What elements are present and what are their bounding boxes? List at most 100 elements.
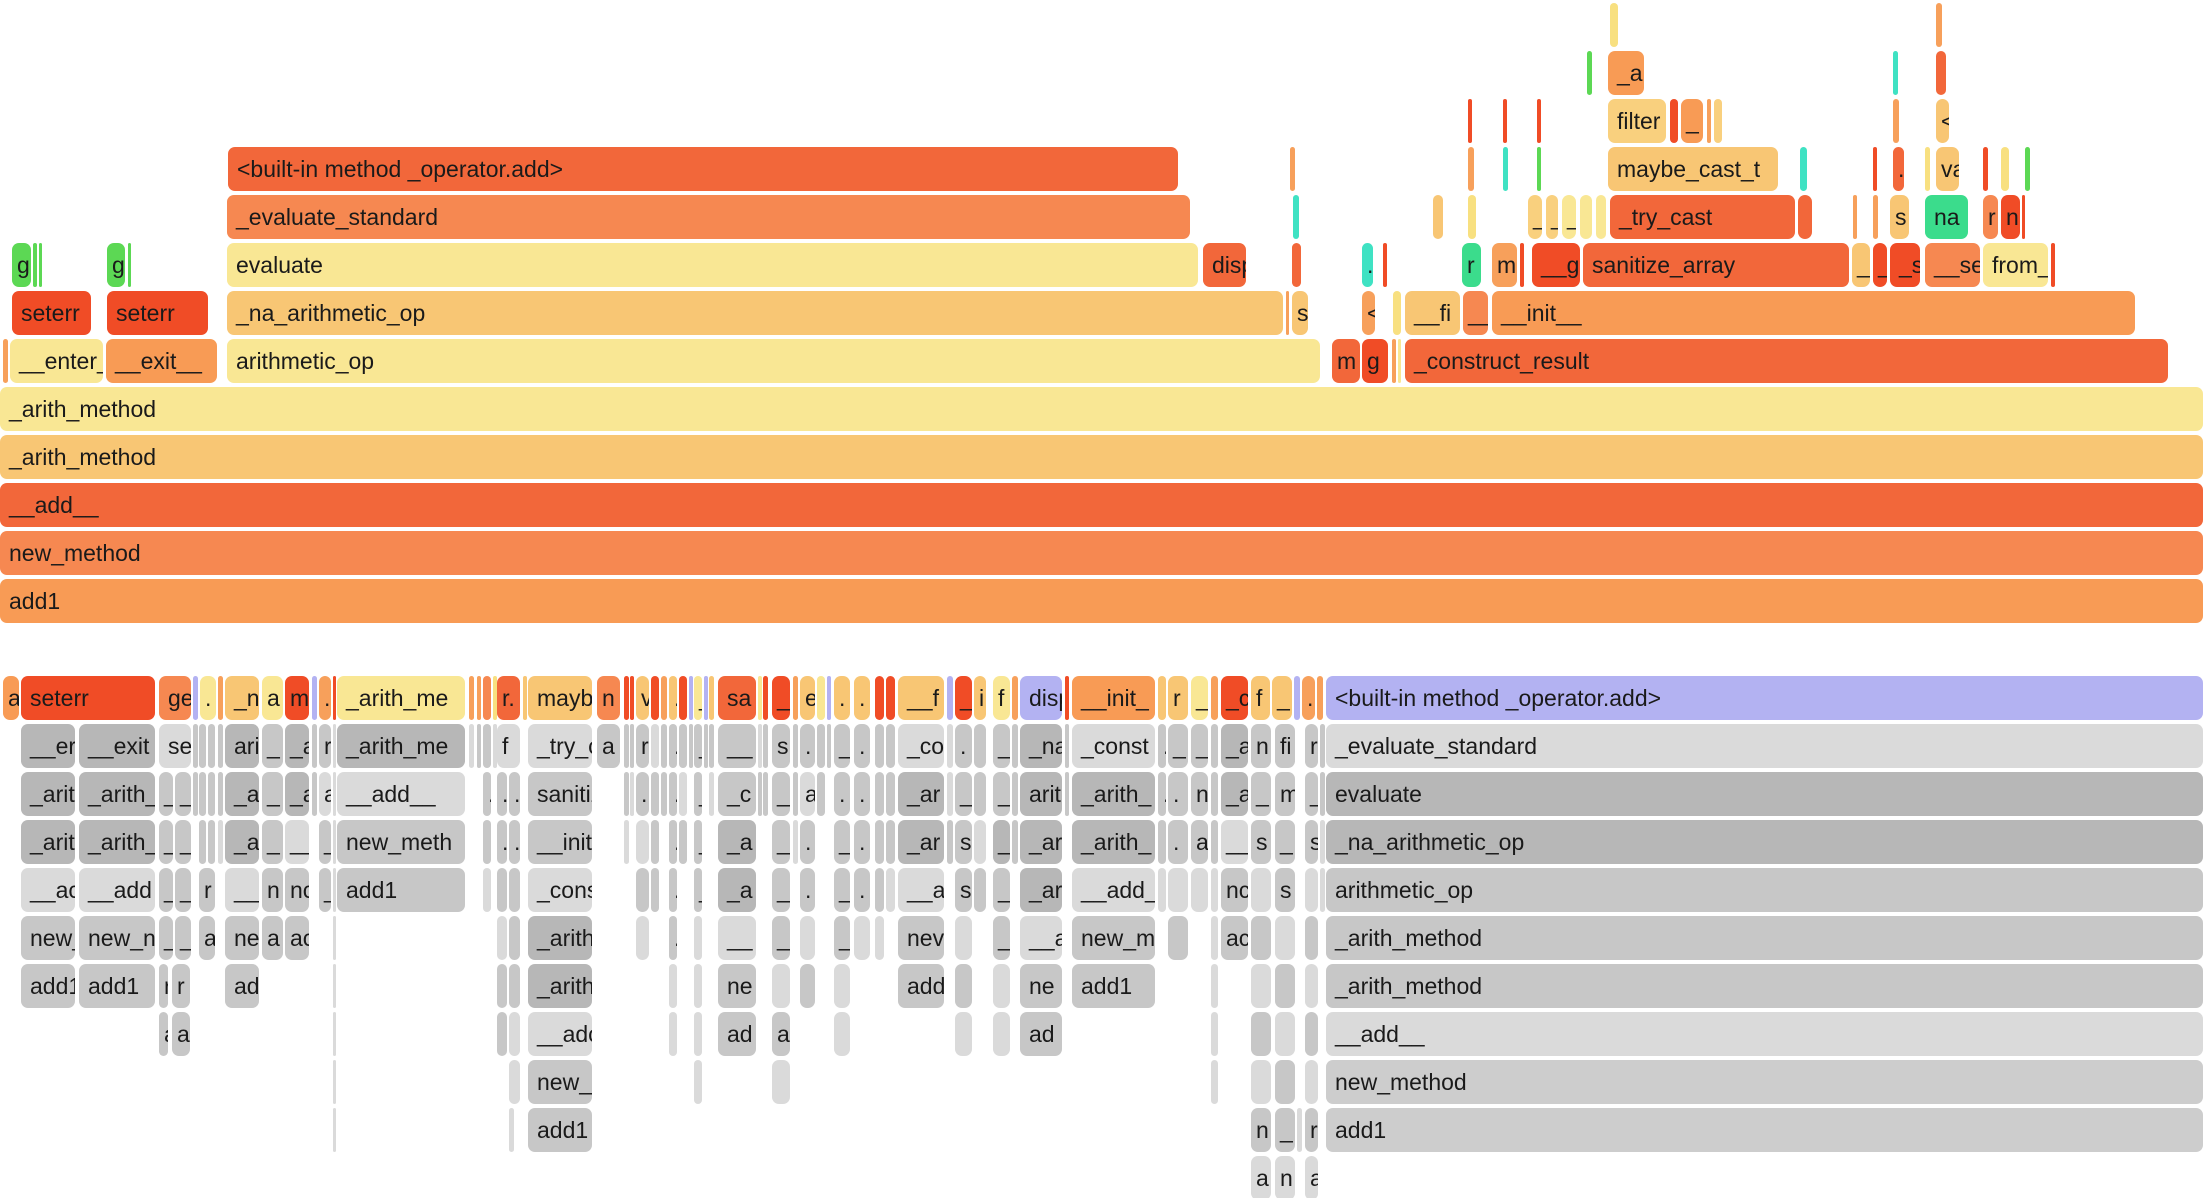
frame[interactable] xyxy=(1158,868,1166,912)
frame[interactable] xyxy=(651,724,659,768)
frame[interactable] xyxy=(1610,3,1618,47)
frame[interactable] xyxy=(689,676,693,720)
frame[interactable]: r xyxy=(636,724,649,768)
frame[interactable] xyxy=(497,868,507,912)
frame[interactable]: add xyxy=(898,964,944,1008)
frame[interactable]: _ xyxy=(1168,724,1188,768)
frame[interactable] xyxy=(1275,964,1295,1008)
frame[interactable]: fi xyxy=(1275,724,1295,768)
frame[interactable]: add1 xyxy=(337,868,465,912)
frame[interactable] xyxy=(875,772,884,816)
frame[interactable]: _ xyxy=(993,820,1010,864)
frame[interactable]: . xyxy=(509,820,520,864)
frame[interactable]: _arith_me xyxy=(337,724,465,768)
frame[interactable] xyxy=(1211,676,1218,720)
frame[interactable] xyxy=(2001,147,2009,191)
frame[interactable] xyxy=(661,676,667,720)
frame[interactable] xyxy=(509,916,520,960)
frame[interactable] xyxy=(1290,147,1295,191)
frame[interactable] xyxy=(1305,964,1318,1008)
frame[interactable] xyxy=(1297,1108,1302,1152)
frame[interactable] xyxy=(493,676,497,720)
frame[interactable]: _a xyxy=(718,820,756,864)
frame[interactable]: n xyxy=(1251,724,1271,768)
frame[interactable]: . xyxy=(800,868,815,912)
frame[interactable] xyxy=(1305,868,1318,912)
frame[interactable] xyxy=(875,868,884,912)
frame[interactable] xyxy=(1936,51,1946,95)
frame[interactable] xyxy=(651,676,659,720)
frame[interactable] xyxy=(1251,1012,1271,1056)
frame[interactable] xyxy=(1503,147,1508,191)
frame[interactable]: evaluate xyxy=(227,243,1198,287)
frame[interactable]: new_method xyxy=(1326,1060,2203,1104)
frame[interactable]: _a xyxy=(718,868,756,912)
frame[interactable] xyxy=(1294,676,1300,720)
frame[interactable] xyxy=(333,1108,336,1152)
frame[interactable]: a xyxy=(1305,1156,1318,1198)
frame[interactable]: a xyxy=(262,676,283,720)
frame[interactable]: . xyxy=(319,676,331,720)
frame[interactable]: . xyxy=(669,868,677,912)
frame[interactable]: a xyxy=(172,1012,190,1056)
frame[interactable] xyxy=(193,772,198,816)
frame[interactable] xyxy=(955,964,972,1008)
frame[interactable] xyxy=(1251,964,1271,1008)
frame[interactable] xyxy=(509,868,520,912)
frame[interactable]: _ xyxy=(694,820,702,864)
frame[interactable]: __ xyxy=(225,868,259,912)
frame[interactable] xyxy=(704,724,708,768)
frame[interactable]: _ar xyxy=(1020,868,1062,912)
frame[interactable]: . xyxy=(199,820,206,864)
frame[interactable] xyxy=(817,676,825,720)
frame[interactable]: _ xyxy=(772,868,790,912)
frame[interactable] xyxy=(218,820,223,864)
frame[interactable]: __ac xyxy=(21,868,75,912)
frame[interactable] xyxy=(993,964,1010,1008)
frame[interactable] xyxy=(1211,772,1218,816)
frame[interactable]: a xyxy=(800,772,815,816)
frame[interactable]: _ xyxy=(694,676,702,720)
frame[interactable] xyxy=(1596,195,1606,239)
frame[interactable] xyxy=(333,772,336,816)
frame[interactable]: _a xyxy=(225,820,259,864)
frame[interactable]: _ xyxy=(772,916,790,960)
frame[interactable] xyxy=(1983,147,1988,191)
frame[interactable]: . xyxy=(483,772,491,816)
frame[interactable]: nc xyxy=(1221,868,1248,912)
frame[interactable]: ari xyxy=(225,724,259,768)
frame[interactable]: . xyxy=(497,772,507,816)
frame[interactable] xyxy=(1853,195,1857,239)
frame[interactable] xyxy=(800,964,815,1008)
frame[interactable] xyxy=(1925,147,1930,191)
frame[interactable]: add1 xyxy=(1326,1108,2203,1152)
frame[interactable] xyxy=(1275,1012,1295,1056)
frame[interactable] xyxy=(1537,147,1541,191)
frame[interactable]: m xyxy=(285,676,309,720)
frame[interactable]: new_n xyxy=(79,916,155,960)
frame[interactable]: arit xyxy=(1020,772,1062,816)
frame[interactable]: ad xyxy=(225,964,259,1008)
frame[interactable] xyxy=(651,772,659,816)
frame[interactable] xyxy=(333,676,336,720)
frame[interactable] xyxy=(1012,676,1018,720)
frame[interactable]: ac xyxy=(1221,916,1248,960)
frame[interactable] xyxy=(1503,99,1507,143)
frame[interactable] xyxy=(630,724,634,768)
frame[interactable] xyxy=(1305,1012,1318,1056)
frame[interactable]: _evaluate_standard xyxy=(1326,724,2203,768)
frame[interactable]: _ xyxy=(175,868,191,912)
frame[interactable] xyxy=(624,820,629,864)
frame[interactable]: _ xyxy=(319,868,331,912)
frame[interactable] xyxy=(218,676,223,720)
frame[interactable]: __f xyxy=(898,676,944,720)
frame[interactable] xyxy=(497,964,507,1008)
frame[interactable] xyxy=(333,868,336,912)
frame[interactable]: sanitiz xyxy=(528,772,592,816)
frame[interactable]: __init_ xyxy=(1072,676,1155,720)
frame[interactable] xyxy=(1707,99,1711,143)
frame[interactable]: _ xyxy=(1275,820,1295,864)
frame[interactable] xyxy=(993,1012,1010,1056)
frame[interactable] xyxy=(827,724,831,768)
frame[interactable] xyxy=(1211,868,1218,912)
